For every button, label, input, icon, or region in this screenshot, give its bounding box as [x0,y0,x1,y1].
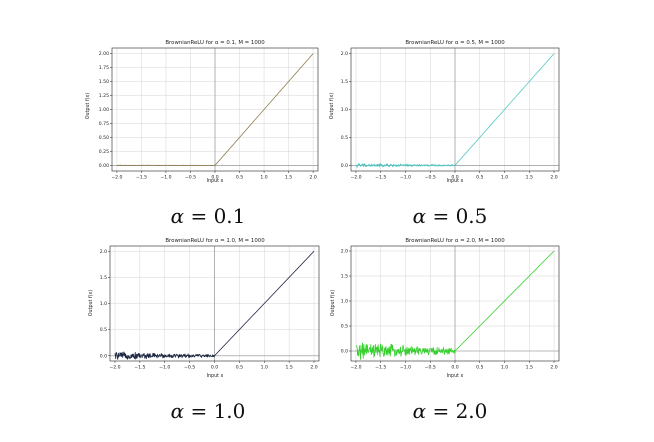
x-tick-label: 0.0 [211,365,218,371]
series-line [116,53,314,167]
x-tick-label: 0.5 [236,365,243,371]
x-tick-label: 0.5 [236,175,243,181]
x-tick-label: −0.5 [425,175,436,181]
y-tick-label: 1.0 [100,301,107,307]
x-tick-label: 1.0 [501,175,508,181]
y-tick-label: 0.0 [100,353,107,359]
y-tick-label: 1.5 [341,79,348,85]
caption-4: α = 2.0 [413,399,488,423]
chart-panel-3: BrownianReLU for α = 1.0, M = 1000 Input… [88,238,320,379]
x-tick-label: 1.5 [285,365,292,371]
x-tick-label: 1.5 [285,175,292,181]
caption-3-symbol: α [171,399,185,423]
chart-title-1: BrownianReLU for α = 0.1, M = 1000 [165,40,265,46]
chart-panel-4: BrownianReLU for α = 2.0, M = 1000 Input… [330,238,560,379]
y-tick-label: 2.0 [341,249,348,255]
y-tick-label: 0.5 [100,327,107,333]
y-tick-label: 1.5 [341,274,348,280]
caption-1-value: = 0.1 [184,204,245,228]
chart-panel-2: BrownianReLU for α = 0.5, M = 1000 Input… [329,40,560,184]
x-tick-label: 1.0 [501,365,508,371]
y-tick-label: 0.0 [341,163,348,169]
y-tick-label: 0.0 [341,349,348,355]
y-tick-label: 1.0 [341,299,348,305]
chart-title-4: BrownianReLU for α = 2.0, M = 1000 [405,238,505,244]
y-axis-label-2: Output f(x) [329,93,335,120]
x-tick-label: −1.0 [400,365,411,371]
y-tick-label: 0.5 [341,324,348,330]
x-tick-label: 0.0 [451,175,458,181]
y-tick-label: 1.5 [100,275,107,281]
y-tick-label: 0.75 [99,121,109,127]
caption-3-value: = 1.0 [184,399,245,423]
x-tick-label: −1.0 [160,175,171,181]
caption-3: α = 1.0 [171,399,246,423]
x-axis-label-2: Input x [447,178,464,184]
x-tick-label: −1.5 [136,175,147,181]
caption-2-symbol: α [413,204,427,228]
x-tick-label: −1.0 [159,365,170,371]
x-tick-label: 2.0 [550,365,557,371]
x-tick-label: 0.0 [451,365,458,371]
y-axis-label-3: Output f(x) [88,290,94,317]
x-tick-label: 2.0 [550,175,557,181]
x-tick-label: −1.0 [400,175,411,181]
x-tick-label: −2.0 [109,365,120,371]
caption-1: α = 0.1 [171,204,246,228]
plot-area-4: −2.0 −1.5 −1.0 −0.5 0.0 0.5 1.0 1.5 2.0 0.0 0.5 1.0… [341,245,560,371]
x-tick-label: −0.5 [185,175,196,181]
plot-area-2: −2.0 −1.5 −1.0 −0.5 0.0 0.5 1.0 1.5 2.0 0.0 0.5 1.0… [341,47,560,181]
series-line [114,250,315,360]
y-tick-label: 2.00 [99,51,109,57]
x-tick-label: 2.0 [309,175,316,181]
x-tick-label: 1.0 [261,365,268,371]
y-tick-label: 0.50 [99,135,109,141]
plot-area-1: −2.0 −1.5 −1.0 −0.5 0.0 0.5 1.0 1.5 2.0 0.00 0.25 0… [99,47,319,181]
x-tick-label: −2.0 [350,175,361,181]
y-tick-label: 1.00 [99,107,109,113]
x-tick-label: 0.0 [211,175,218,181]
y-axis-label-4: Output f(x) [330,290,336,317]
x-tick-label: −2.0 [111,175,122,181]
x-tick-label: −0.5 [425,365,436,371]
y-tick-label: 2.0 [100,249,107,255]
y-tick-label: 1.0 [341,107,348,113]
y-axis-label-1: Output f(x) [85,93,91,120]
chart-title-2: BrownianReLU for α = 0.5, M = 1000 [405,40,505,46]
y-tick-label: 0.25 [99,149,109,155]
x-axis-label-4: Input x [447,373,464,379]
y-tick-label: 0.5 [341,135,348,141]
y-tick-label: 1.75 [99,65,109,71]
x-tick-label: −1.5 [134,365,145,371]
caption-1-symbol: α [171,204,185,228]
caption-2-value: = 0.5 [426,204,487,228]
plot-area-3: −2.0 −1.5 −1.0 −0.5 0.0 0.5 1.0 1.5 2.0 0.0 0.5 1.0… [100,245,320,371]
caption-4-symbol: α [413,399,427,423]
x-tick-label: 1.0 [260,175,267,181]
x-tick-label: 1.5 [526,175,533,181]
y-tick-label: 1.50 [99,79,109,85]
x-tick-label: −0.5 [184,365,195,371]
y-tick-label: 1.25 [99,93,109,99]
x-axis-label-3: Input x [207,373,224,379]
x-tick-label: 0.5 [476,365,483,371]
x-tick-label: 2.0 [310,365,317,371]
chart-panel-1: BrownianReLU for α = 0.1, M = 1000 Input… [85,40,319,184]
chart-title-3: BrownianReLU for α = 1.0, M = 1000 [165,238,265,244]
caption-2: α = 0.5 [413,204,488,228]
x-tick-label: −1.5 [375,175,386,181]
x-axis-label-1: Input x [207,178,224,184]
x-tick-label: −2.0 [350,365,361,371]
x-tick-label: −1.5 [375,365,386,371]
series-line [355,250,555,360]
series-line [355,53,555,168]
x-tick-label: 1.5 [526,365,533,371]
x-tick-label: 0.5 [476,175,483,181]
y-tick-label: 2.0 [341,51,348,57]
caption-4-value: = 2.0 [426,399,487,423]
y-tick-label: 0.00 [99,163,109,169]
